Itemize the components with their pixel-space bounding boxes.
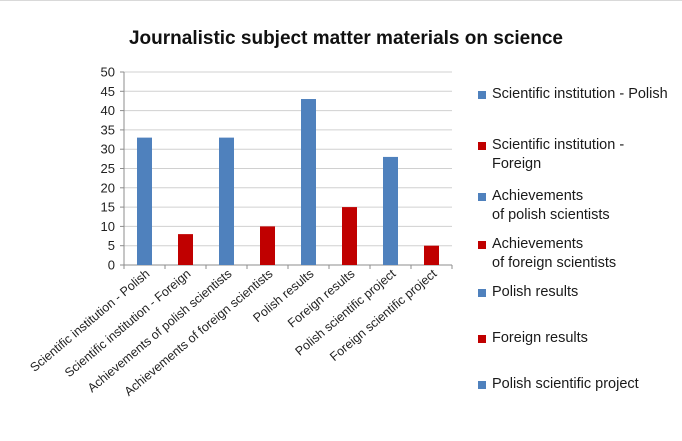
bar <box>383 156 398 265</box>
legend-label-line: Polish results <box>492 284 579 300</box>
legend-label: Scientific institution - Foreign <box>492 136 624 174</box>
y-tick-label: 20 <box>101 180 115 195</box>
legend-label-line: Foreign <box>492 156 542 172</box>
legend-label-line: of foreign scientists <box>492 255 617 271</box>
legend-label-line: Achievements <box>492 188 584 204</box>
legend-label-line: Scientific institution - <box>492 137 625 153</box>
legend-swatch <box>478 91 486 99</box>
legend-swatch <box>478 241 486 249</box>
legend-item: Achievements of foreign scientists <box>478 235 616 273</box>
legend-swatch <box>478 193 486 201</box>
y-tick-label: 5 <box>108 238 115 253</box>
x-tick-label: Achievements of foreign scientists <box>122 267 276 399</box>
legend-item: Polish results <box>478 283 578 302</box>
legend-label: Foreign results <box>492 329 588 348</box>
legend-swatch <box>478 335 486 343</box>
bar <box>178 234 193 265</box>
chart-legend: Scientific institution - Polish Scientifi… <box>478 85 682 415</box>
legend-label: Achievements of polish scientists <box>492 187 610 225</box>
legend-label: Scientific institution - Polish <box>492 85 668 104</box>
legend-label-line: Achievements <box>492 236 584 252</box>
y-tick-label: 35 <box>101 122 115 137</box>
bar <box>301 99 316 266</box>
legend-swatch <box>478 381 486 389</box>
legend-swatch <box>478 289 486 297</box>
y-tick-label: 40 <box>101 103 115 118</box>
y-tick-label: 50 <box>101 65 115 80</box>
bar <box>424 245 439 265</box>
legend-label-line: Scientific institution - Polish <box>492 86 668 102</box>
legend-swatch <box>478 142 486 150</box>
legend-label-line: of polish scientists <box>492 207 610 223</box>
legend-item: Polish scientific project <box>478 375 639 394</box>
chart-title: Journalistic subject matter materials on… <box>128 28 563 49</box>
legend-label-line: Foreign results <box>492 330 588 346</box>
legend-label: Polish results <box>492 283 578 302</box>
y-tick-label: 25 <box>101 161 115 176</box>
legend-item: Scientific institution - Polish <box>478 85 668 104</box>
y-tick-label: 45 <box>101 84 115 99</box>
legend-item: Scientific institution - Foreign <box>478 136 624 174</box>
y-tick-label: 0 <box>108 258 115 273</box>
legend-label-line: Polish scientific project <box>492 376 639 392</box>
legend-item: Achievements of polish scientists <box>478 187 610 225</box>
legend-item: Foreign results <box>478 329 588 348</box>
y-tick-label: 10 <box>101 219 115 234</box>
bar <box>219 137 234 265</box>
legend-label: Polish scientific project <box>492 375 639 394</box>
bar <box>342 207 357 265</box>
bar <box>260 226 275 265</box>
bar <box>137 137 152 265</box>
legend-label: Achievements of foreign scientists <box>492 235 616 273</box>
y-tick-label: 15 <box>101 200 115 215</box>
y-tick-label: 30 <box>101 142 115 157</box>
